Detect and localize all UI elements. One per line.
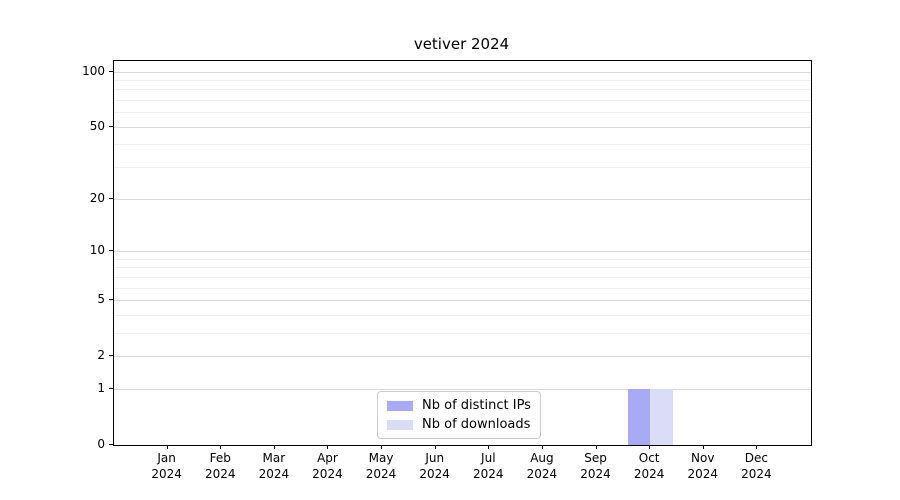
y-tick-label: 5 [97, 291, 105, 306]
gridline-minor [114, 287, 811, 289]
gridline-minor [114, 332, 811, 334]
x-tick-label: Sep 2024 [580, 451, 611, 481]
y-tick-mark [109, 125, 113, 127]
legend-swatch [387, 419, 413, 430]
x-tick-mark [220, 445, 222, 449]
x-tick-mark [702, 445, 704, 449]
x-tick-mark [756, 445, 758, 449]
gridline-minor [114, 167, 811, 169]
legend-swatch [387, 400, 413, 411]
gridline-major [114, 299, 811, 301]
y-tick-mark [109, 298, 113, 300]
legend: Nb of distinct IPs Nb of downloads [377, 391, 541, 439]
gridline-minor [114, 276, 811, 278]
x-tick-mark [488, 445, 490, 449]
x-tick-label: Dec 2024 [741, 451, 772, 481]
y-tick-label: 1 [97, 380, 105, 395]
gridline-minor [114, 79, 811, 81]
gridline-minor [114, 314, 811, 316]
gridline-major [114, 126, 811, 128]
x-tick-mark [649, 445, 651, 449]
legend-label: Nb of distinct IPs [422, 398, 531, 413]
chart-title: vetiver 2024 [413, 35, 510, 53]
x-tick-label: Jun 2024 [419, 451, 450, 481]
x-tick-label: Feb 2024 [204, 451, 236, 481]
x-tick-label: Apr 2024 [312, 451, 343, 481]
x-tick-mark [595, 445, 597, 449]
bar-nb-of-downloads [650, 388, 673, 445]
gridline-minor [114, 100, 811, 102]
legend-row: Nb of distinct IPs [387, 398, 531, 413]
x-tick-label: Aug 2024 [526, 451, 558, 481]
y-tick-label: 100 [82, 63, 105, 78]
x-tick-label: Oct 2024 [633, 451, 665, 481]
x-tick-label: Jan 2024 [151, 451, 182, 481]
x-tick-mark [273, 445, 275, 449]
gridline-major [114, 356, 811, 358]
x-tick-label: Mar 2024 [258, 451, 290, 481]
gridline-major [114, 250, 811, 252]
x-tick-label: Jul 2024 [473, 451, 504, 481]
legend-label: Nb of downloads [422, 417, 531, 432]
x-tick-label: Nov 2024 [687, 451, 719, 481]
gridline-major [114, 71, 811, 73]
x-tick-mark [166, 445, 168, 449]
bar-nb-of-distinct-ips [627, 388, 651, 445]
y-tick-mark [109, 387, 113, 389]
y-tick-label: 50 [89, 118, 105, 133]
plot-area [113, 60, 812, 446]
legend-row: Nb of downloads [387, 417, 531, 432]
gridline-minor [114, 267, 811, 269]
gridline-major [114, 198, 811, 200]
gridline-minor [114, 89, 811, 91]
x-tick-mark [381, 445, 383, 449]
gridline-major [114, 388, 811, 390]
y-tick-label: 20 [89, 190, 105, 205]
gridline-minor [114, 258, 811, 260]
y-tick-label: 0 [97, 437, 105, 451]
gridline-minor [114, 144, 811, 146]
x-tick-mark [327, 445, 329, 449]
y-tick-mark [109, 444, 113, 445]
x-tick-mark [541, 445, 543, 449]
y-tick-label: 10 [89, 242, 105, 257]
y-tick-label: 2 [97, 348, 105, 363]
y-tick-mark [109, 197, 113, 199]
y-tick-mark [109, 355, 113, 357]
y-tick-mark [109, 249, 113, 251]
y-tick-mark [109, 70, 113, 72]
gridline-minor [114, 112, 811, 114]
x-tick-mark [434, 445, 436, 449]
x-tick-label: May 2024 [365, 451, 397, 481]
